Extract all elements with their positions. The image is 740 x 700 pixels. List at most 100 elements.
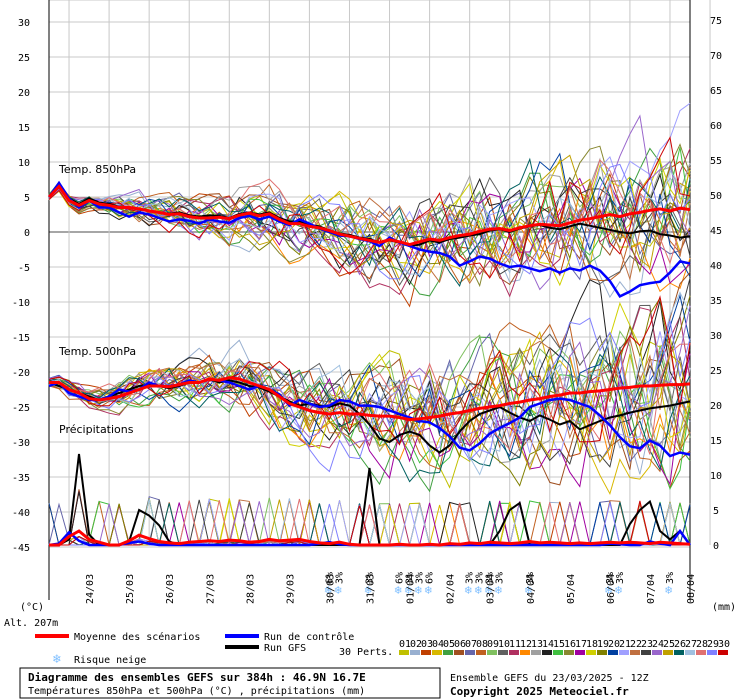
footer-subtitle: Températures 850hPa et 500hPa (°C) , pré… [28,685,365,697]
x-date-label: 26/03 [165,574,176,604]
member-17-t500-line [48,353,691,488]
x-date-label: 04/04 [526,574,537,604]
snowflake-icon: ❄ [665,583,672,597]
right-tick-label: 50 [710,191,722,202]
snowflake-icon: ❄ [334,583,341,597]
member-legend-13-label: 13 [531,639,543,650]
member-legend-07-label: 07 [465,639,477,650]
snowflake-icon: ❄ [395,583,402,597]
legend-gfs-swatch [225,645,259,649]
member-13-t500-line [48,361,691,466]
member-legend-08-swatch [476,650,486,655]
member-15-t850-line [48,147,691,258]
member-legend-19-label: 19 [597,639,609,650]
right-tick-label: 35 [710,296,722,307]
snow-risk-percent: 6% [425,572,436,584]
member-legend-28-swatch [696,650,706,655]
member-legend-26-swatch [674,650,684,655]
snowflake-icon: ❄ [405,583,412,597]
mean-precip-line [49,529,691,547]
snowflake-icon: ❄ [485,583,492,597]
member-legend-20-label: 20 [608,639,620,650]
member-legend-09-swatch [487,650,497,655]
x-date-label: 02/04 [446,574,457,604]
snow-risk-marks: 6%❄3%❄3%❄6%❄3%❄3%❄6%❄3%❄3%❄3%❄3%❄3%❄3%❄3… [324,572,676,597]
left-tick-label: -35 [12,473,30,484]
member-legend-11-label: 11 [509,639,521,650]
right-tick-label: 75 [710,16,722,27]
member-legend-03-swatch [421,650,431,655]
member-legend-04-swatch [432,650,442,655]
snow-risk-percent: 3% [334,572,345,584]
left-tick-label: 15 [18,123,30,134]
member-legend-02-label: 02 [410,639,422,650]
member-legend-01-label: 01 [399,639,411,650]
main-series [47,180,692,547]
member-legend-07-swatch [465,650,475,655]
member-legend-08-label: 08 [476,639,488,650]
footer-box [19,667,441,699]
right-tick-label: 60 [710,121,722,132]
left-tick-label: -5 [18,263,30,274]
legend-members-label: 30 Perts. [339,647,393,658]
left-tick-label: 25 [18,53,30,64]
snow-risk-percent: 3% [605,572,616,584]
member-legend-05-swatch [443,650,453,655]
snow-risk-percent: 3% [485,572,496,584]
member-25-t500-line [48,353,691,471]
right-tick-label: 20 [710,401,722,412]
member-legend-02-swatch [410,650,420,655]
mean-t500-line [49,376,691,422]
member-08-t850-line [48,183,691,284]
legend-snow-label: Risque neige [74,655,146,666]
snowflake-icon: ❄ [495,583,502,597]
left-tick-label: -30 [12,438,30,449]
legend-mean-label: Moyenne des scénarios [74,631,200,643]
member-25-t850-line [48,154,691,269]
right-tick-label: 55 [710,156,722,167]
member-29-t500-line [48,317,691,473]
snowflake-icon: ❄ [475,583,482,597]
member-legend-17-swatch [575,650,585,655]
right-tick-label: 45 [710,226,722,237]
x-date-label: 07/04 [646,574,657,604]
member-legend-10-swatch [498,650,508,655]
snow-risk-percent: 3% [665,572,676,584]
member-legend-17-label: 17 [575,639,587,650]
member-legend-15-label: 15 [553,639,565,650]
member-legend-25-swatch [663,650,673,655]
x-date-label: 24/03 [85,574,96,604]
snow-risk-percent: 6% [395,572,406,584]
snowflake-icon: ❄ [465,583,472,597]
member-24-t500-line [48,305,691,447]
member-22-t850-line [48,183,691,285]
member-legend-12-label: 12 [520,639,532,650]
snowflake-icon: ❄ [415,583,422,597]
footer-title: Diagramme des ensembles GEFS sur 384h : … [28,671,366,684]
right-tick-label: 0 [713,541,719,552]
legend-control-swatch [225,634,259,638]
left-tick-label: 10 [18,158,30,169]
member-legend-10-label: 10 [498,639,510,650]
member-legend-16-swatch [564,650,574,655]
left-tick-label: 0 [24,228,30,239]
x-date-label: 05/04 [566,574,577,604]
snowflake-icon: ❄ [425,583,432,597]
member-legend-24-label: 24 [652,639,664,650]
member-legend-14-swatch [542,650,552,655]
panel-label-t500: Temp. 500hPa [58,345,136,358]
member-20-t500-line [48,293,691,458]
legend-mean-swatch [35,634,69,638]
grid [48,0,711,600]
snowflake-icon: ❄ [605,583,612,597]
snow-risk-percent: 3% [495,572,506,584]
x-date-label: 06/04 [606,574,617,604]
snow-risk-percent: 6% [324,572,335,584]
member-legend-23-label: 23 [641,639,653,650]
panel-label-t850: Temp. 850hPa [58,163,136,176]
member-legend-27-label: 27 [685,639,697,650]
snow-risk-percent: 3% [475,572,486,584]
